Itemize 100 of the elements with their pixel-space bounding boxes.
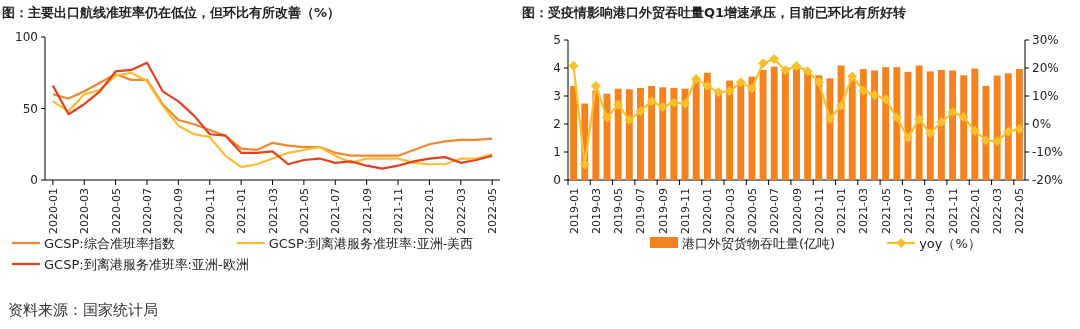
x-tick-label: 2020-03	[78, 188, 92, 234]
point	[914, 113, 925, 124]
x-tick-label: 2021-05	[879, 188, 893, 234]
x-tick-label: 2020-05	[745, 188, 759, 234]
legend-label: GCSP:到离港服务准班率:亚洲-欧洲	[44, 257, 249, 272]
legend-label: yoy（%）	[919, 236, 981, 251]
text: 资料来源：国家统计局	[8, 301, 158, 319]
bar	[659, 87, 667, 180]
x-tick-label: 2019-11	[679, 188, 693, 234]
y2-tick-label: 30%	[1032, 33, 1059, 47]
y-tick-label: 0	[553, 173, 561, 187]
x-tick-label: 2019-05	[612, 188, 626, 234]
point	[947, 106, 958, 117]
point	[847, 71, 858, 82]
bar	[848, 79, 856, 180]
bar	[859, 69, 867, 180]
bar	[592, 90, 600, 180]
bar	[893, 67, 901, 180]
point	[691, 73, 702, 84]
x-tick-label: 2020-05	[109, 188, 123, 234]
point	[936, 117, 947, 128]
point	[813, 77, 824, 87]
point	[646, 96, 657, 107]
bar	[815, 75, 823, 180]
y-tick-label: 50	[22, 101, 38, 116]
point	[724, 86, 735, 97]
x-tick-label: 2019-01	[567, 188, 581, 234]
y2-tick-label: 0%	[1032, 117, 1052, 131]
x-tick-label: 2020-11	[203, 188, 217, 234]
point	[713, 87, 724, 98]
point	[702, 80, 713, 91]
chart-title: 图：主要出口航线准班率仍在低位，但环比有所改善（%）	[2, 5, 341, 20]
point	[969, 125, 980, 136]
bar	[960, 75, 968, 180]
bar	[748, 76, 756, 180]
y2-tick-label: 10%	[1032, 89, 1059, 103]
bar	[737, 84, 745, 180]
point	[780, 65, 791, 76]
point	[657, 101, 668, 112]
x-tick-label: 2021-03	[266, 188, 280, 234]
bar	[993, 75, 1001, 180]
bar	[759, 69, 767, 180]
x-tick-label: 2022-03	[991, 188, 1005, 234]
point	[836, 100, 847, 111]
point	[880, 94, 891, 105]
point	[902, 132, 913, 143]
y2-tick-label: -20%	[1032, 173, 1064, 187]
bar	[971, 68, 979, 180]
point	[1014, 124, 1025, 135]
point	[869, 89, 880, 100]
bar	[625, 89, 633, 180]
x-tick-label: 2020-07	[140, 188, 154, 234]
x-tick-label: 2021-09	[360, 188, 374, 234]
bar	[882, 67, 890, 180]
point	[624, 115, 635, 126]
point	[568, 60, 579, 71]
point	[980, 135, 991, 146]
x-tick-label: 2021-09	[924, 188, 938, 234]
bar	[703, 72, 711, 180]
bar	[915, 65, 923, 180]
bar	[770, 66, 778, 180]
y-tick-label: 5	[553, 33, 561, 47]
point	[769, 54, 780, 65]
point	[858, 85, 869, 96]
legend-label: GCSP:综合准班率指数	[44, 236, 175, 251]
point	[925, 128, 936, 139]
x-tick-label: 2022-03	[454, 188, 468, 234]
y-tick-label: 2	[553, 117, 561, 131]
point	[613, 99, 624, 110]
point	[590, 80, 601, 91]
x-tick-label: 2022-01	[968, 188, 982, 234]
point	[635, 106, 646, 117]
point	[891, 112, 902, 123]
point	[992, 136, 1003, 147]
x-tick-label: 2020-03	[723, 188, 737, 234]
bar	[637, 87, 644, 180]
x-tick-label: 2020-01	[701, 188, 715, 234]
x-tick-label: 2021-05	[297, 188, 311, 234]
bar	[648, 85, 656, 180]
x-tick-label: 2022-05	[486, 188, 500, 234]
chart-title: 图：受疫情影响港口外贸吞吐量Q1增速承压，目前已环比有所好转	[522, 5, 907, 20]
x-tick-label: 2022-05	[1013, 188, 1027, 234]
bar	[871, 70, 878, 180]
bar	[670, 87, 678, 180]
bar	[826, 78, 834, 180]
point	[735, 77, 746, 88]
bar	[1004, 73, 1012, 180]
bar	[1015, 69, 1023, 180]
x-tick-label: 2021-01	[835, 188, 849, 234]
x-tick-label: 2021-07	[329, 188, 343, 234]
x-tick-label: 2019-03	[589, 188, 603, 234]
bar	[715, 93, 722, 180]
x-tick-label: 2021-11	[392, 188, 406, 234]
y-tick-label: 0	[30, 173, 38, 187]
point	[802, 66, 813, 77]
x-tick-label: 2020-09	[172, 188, 186, 234]
point	[1003, 126, 1014, 137]
point	[824, 113, 835, 124]
point	[602, 112, 613, 123]
point	[758, 58, 769, 69]
